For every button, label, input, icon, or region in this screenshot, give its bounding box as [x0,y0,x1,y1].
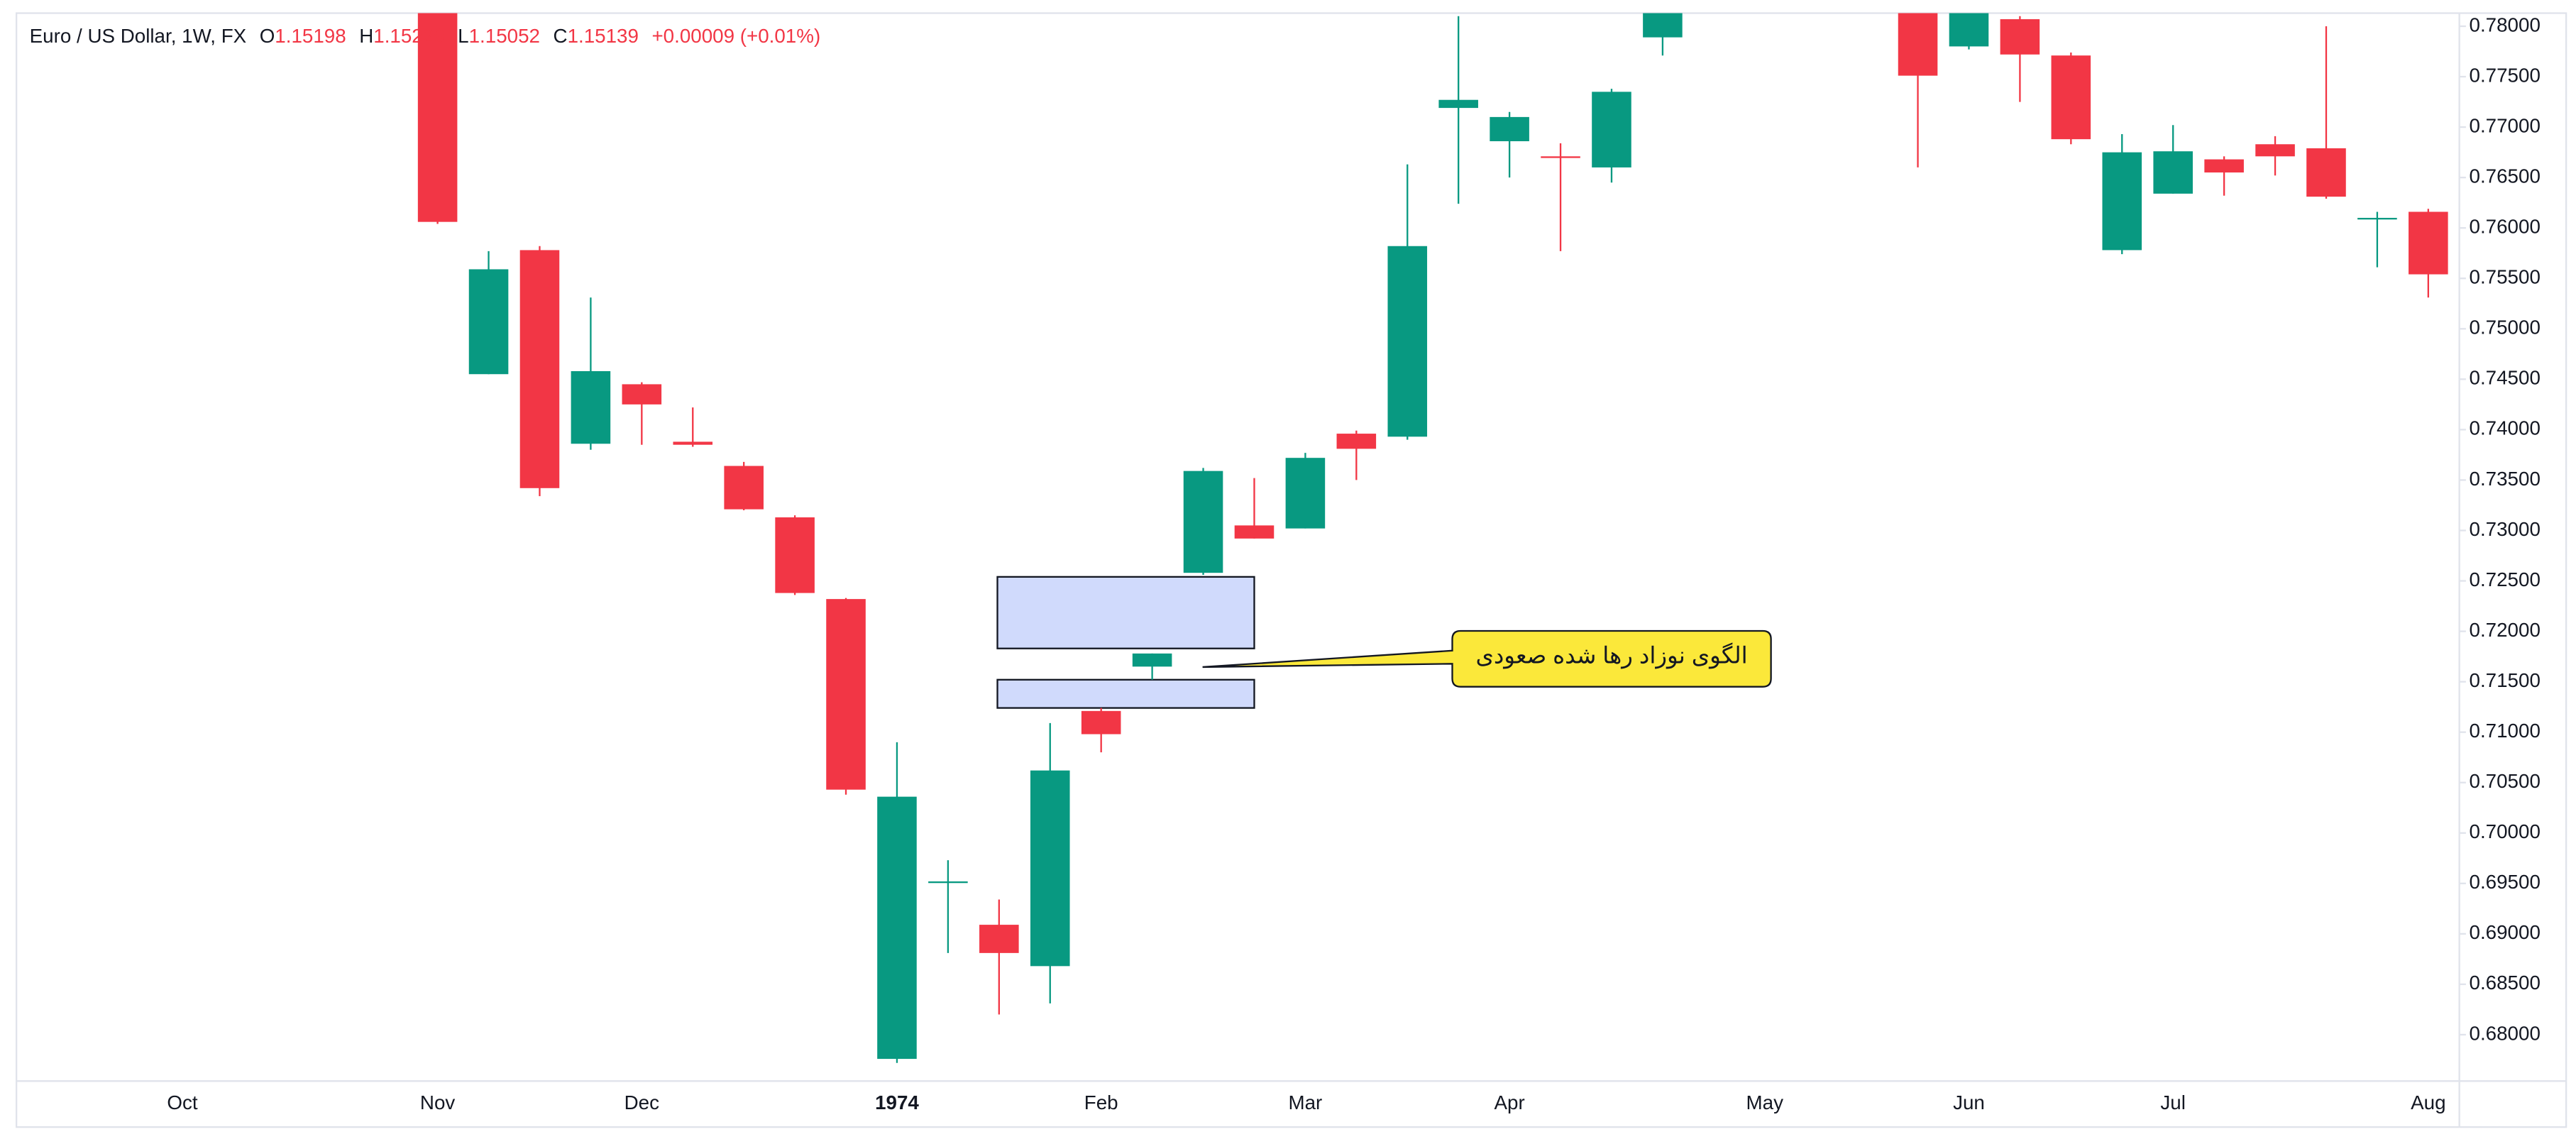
candle-body [1490,116,1529,141]
y-tick-label: 0.76500 [2470,165,2541,187]
y-tick-label: 0.75000 [2470,317,2541,339]
candle-body [673,441,713,445]
candle-body [2357,217,2397,220]
candle-body [2153,151,2193,194]
change-value: +0.00009 (+0.01%) [651,26,820,48]
candle-body [468,269,509,375]
candle-body [1949,13,1989,47]
candle-body [2102,152,2142,251]
axes: 0.68000 0.68500 0.69000 0.69500 0.70000 0.705… [167,13,2541,1113]
candle-body [519,250,560,488]
x-tick-label: Jul [2160,1091,2185,1113]
candle-body [826,599,866,790]
plot-area [417,13,2448,1063]
y-tick-label: 0.77500 [2470,64,2541,86]
close-label: C [554,26,568,48]
y-tick-label: 0.72000 [2470,619,2541,641]
candle-body [1132,653,1172,667]
y-tick-label: 0.75500 [2470,266,2541,288]
y-tick-label: 0.76000 [2470,216,2541,238]
y-tick-label: 0.72500 [2470,568,2541,590]
x-tick-label: Feb [1084,1091,1118,1113]
y-tick-label: 0.71500 [2470,669,2541,691]
callout-text: الگوی نوزاد رها شده صعودی [1475,643,1747,669]
y-tick-label: 0.71000 [2470,720,2541,742]
candle-body [2306,148,2346,197]
candle-body [1183,471,1223,573]
callout: الگوی نوزاد رها شده صعودی [1202,629,1772,688]
x-tick-label: Jun [1953,1091,1985,1113]
y-tick-label: 0.69000 [2470,921,2541,943]
x-tick-label: 1974 [875,1091,919,1113]
x-tick-label: Dec [624,1091,659,1113]
y-tick-label: 0.74000 [2470,417,2541,439]
candle-body [724,466,764,510]
candle-body [1285,458,1326,529]
callout-bubble [1202,629,1772,688]
frame [15,12,2567,1128]
x-tick-label: Oct [167,1091,197,1113]
candle-body [928,881,968,884]
candle-body [2000,19,2040,55]
candle-body [622,384,662,405]
candle-body [1438,99,1478,109]
candle-body [1336,434,1377,449]
high-value: 1.15229 [373,26,444,48]
x-tick-label: Mar [1288,1091,1322,1113]
candle-body [2051,55,2091,140]
candle-body [1643,13,1683,38]
y-tick-label: 0.73500 [2470,468,2541,490]
candle-body [1592,92,1631,167]
candle-body [2255,144,2295,157]
candle-body [979,925,1019,953]
x-tick-label: Aug [2411,1091,2445,1113]
candle-body [775,517,815,593]
candle-body [1081,710,1121,735]
symbol: Euro / US Dollar, 1W, FX [30,26,247,48]
candle-body [1898,13,1938,76]
symbol-legend: Euro / US Dollar, 1W, FX O1.15198 H1.15229… [30,26,821,48]
y-tick-label: 0.78000 [2470,13,2541,35]
candle-body [1234,525,1275,539]
candle-body [2409,211,2448,275]
zone-rect [996,678,1255,709]
x-tick-label: Nov [420,1091,455,1113]
y-tick-label: 0.68000 [2470,1022,2541,1044]
low-label: L [458,26,468,48]
y-tick-label: 0.68500 [2470,972,2541,994]
low-value: 1.15052 [469,26,540,48]
candle-body [1541,156,1580,158]
y-tick-label: 0.70000 [2470,820,2541,842]
x-tick-label: May [1746,1091,1784,1113]
candle-body [877,796,917,1060]
x-tick-label: Apr [1495,1091,1525,1113]
y-tick-label: 0.70500 [2470,770,2541,792]
zone-rect [996,576,1255,649]
candle-body [2204,159,2244,173]
y-tick-label: 0.73000 [2470,518,2541,540]
candle-body [1387,246,1428,437]
close-value: 1.15139 [568,26,639,48]
high-label: H [359,26,373,48]
open-value: 1.15198 [275,26,346,48]
open-label: O [260,26,275,48]
y-tick-label: 0.77000 [2470,114,2541,136]
candle-body [1030,770,1070,967]
candle-body [417,13,458,222]
y-tick-label: 0.74500 [2470,367,2541,389]
candle-body [571,370,611,444]
y-tick-label: 0.69500 [2470,871,2541,893]
